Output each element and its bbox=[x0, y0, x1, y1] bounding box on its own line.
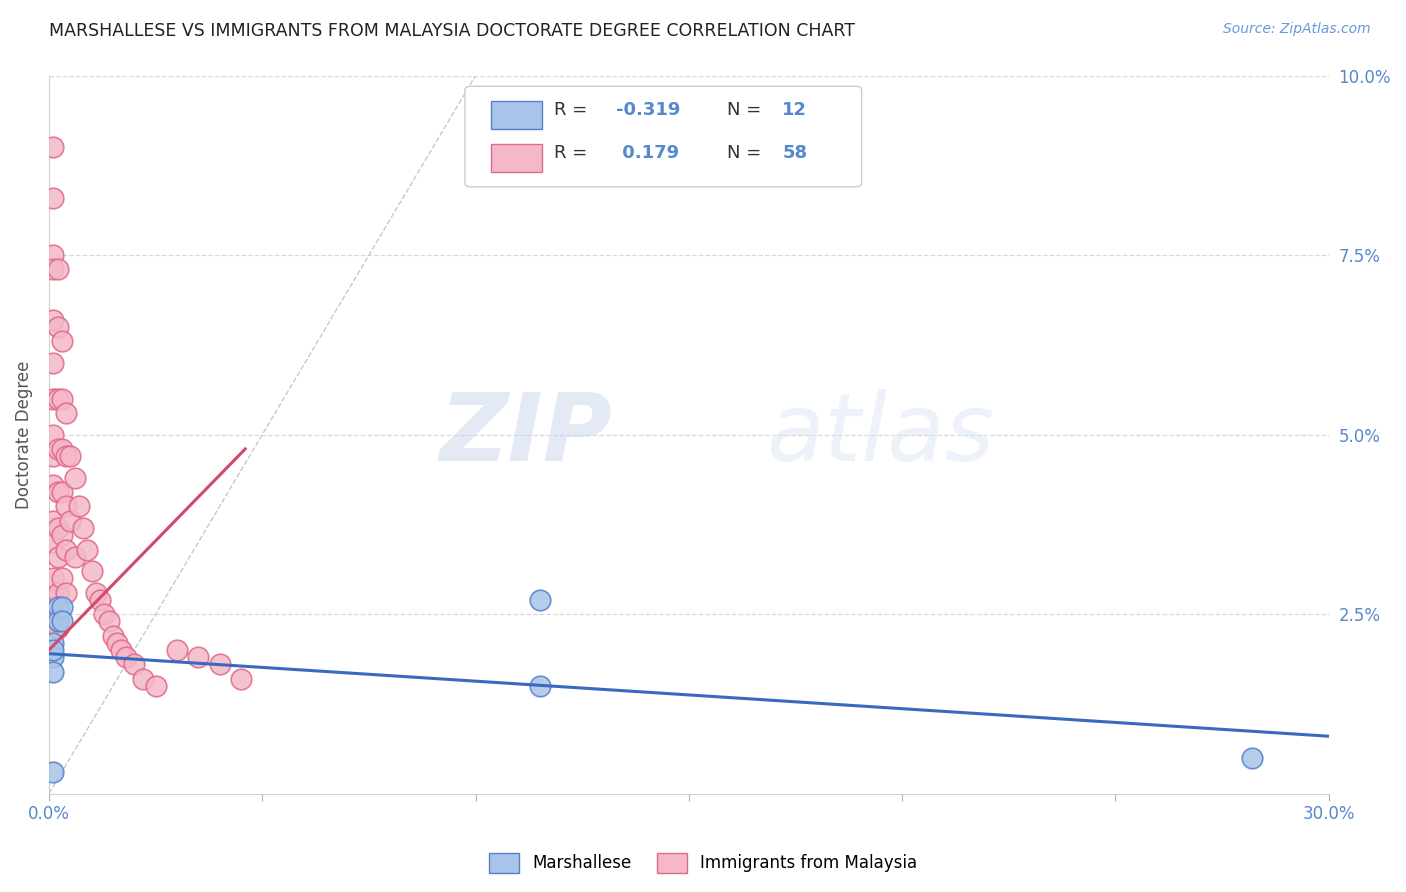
Point bbox=[46, 442, 69, 456]
Point bbox=[51, 392, 73, 406]
Point bbox=[101, 629, 124, 643]
Point bbox=[55, 406, 77, 420]
Text: atlas: atlas bbox=[766, 389, 994, 480]
Point bbox=[42, 262, 65, 277]
Point bbox=[46, 622, 69, 636]
Text: 12: 12 bbox=[782, 101, 807, 119]
Point bbox=[46, 262, 69, 277]
Point bbox=[42, 427, 65, 442]
Point bbox=[51, 334, 73, 349]
Point bbox=[51, 599, 73, 614]
Legend: Marshallese, Immigrants from Malaysia: Marshallese, Immigrants from Malaysia bbox=[482, 847, 924, 880]
Point bbox=[166, 643, 188, 657]
Point bbox=[51, 528, 73, 542]
Point bbox=[59, 449, 82, 463]
Point bbox=[187, 650, 209, 665]
Point bbox=[46, 521, 69, 535]
Point bbox=[46, 615, 69, 629]
Point bbox=[42, 592, 65, 607]
Point bbox=[42, 248, 65, 262]
Point bbox=[51, 442, 73, 456]
Point bbox=[51, 485, 73, 500]
Point bbox=[46, 485, 69, 500]
Point bbox=[55, 500, 77, 514]
Point bbox=[46, 392, 69, 406]
Point bbox=[42, 765, 65, 780]
Point bbox=[59, 514, 82, 528]
Bar bbox=[491, 144, 541, 172]
Point bbox=[105, 636, 128, 650]
Text: -0.319: -0.319 bbox=[616, 101, 681, 119]
Text: ZIP: ZIP bbox=[439, 389, 612, 481]
Point bbox=[67, 500, 90, 514]
Point bbox=[84, 585, 107, 599]
Point bbox=[55, 449, 77, 463]
Text: R =: R = bbox=[554, 145, 593, 162]
Point bbox=[42, 392, 65, 406]
Point bbox=[80, 564, 103, 578]
Point bbox=[124, 657, 146, 672]
Point bbox=[42, 514, 65, 528]
Point bbox=[42, 312, 65, 326]
Point bbox=[51, 571, 73, 585]
Point bbox=[42, 643, 65, 657]
Point bbox=[42, 356, 65, 370]
Point bbox=[46, 319, 69, 334]
Point bbox=[145, 679, 167, 693]
Point bbox=[208, 657, 231, 672]
Point bbox=[42, 571, 65, 585]
Point bbox=[46, 549, 69, 564]
Point bbox=[229, 672, 252, 686]
Text: 0.179: 0.179 bbox=[616, 145, 679, 162]
Point bbox=[46, 585, 69, 599]
Point bbox=[42, 478, 65, 492]
Y-axis label: Doctorate Degree: Doctorate Degree bbox=[15, 360, 32, 508]
Point bbox=[42, 650, 65, 665]
Point bbox=[42, 449, 65, 463]
Text: N =: N = bbox=[727, 145, 768, 162]
Point bbox=[55, 585, 77, 599]
Point bbox=[42, 535, 65, 549]
Text: MARSHALLESE VS IMMIGRANTS FROM MALAYSIA DOCTORATE DEGREE CORRELATION CHART: MARSHALLESE VS IMMIGRANTS FROM MALAYSIA … bbox=[49, 22, 855, 40]
Point bbox=[42, 636, 65, 650]
Bar bbox=[491, 101, 541, 129]
Point bbox=[529, 679, 551, 693]
Point bbox=[89, 592, 111, 607]
Point bbox=[97, 615, 120, 629]
Point bbox=[42, 191, 65, 205]
Point bbox=[529, 592, 551, 607]
Point bbox=[132, 672, 155, 686]
Point bbox=[63, 549, 86, 564]
Point bbox=[42, 140, 65, 154]
Point bbox=[114, 650, 136, 665]
Point bbox=[72, 521, 94, 535]
Point bbox=[63, 471, 86, 485]
Text: N =: N = bbox=[727, 101, 768, 119]
Point bbox=[110, 643, 132, 657]
Point bbox=[76, 542, 98, 557]
Point bbox=[55, 542, 77, 557]
Text: R =: R = bbox=[554, 101, 593, 119]
Text: Source: ZipAtlas.com: Source: ZipAtlas.com bbox=[1223, 22, 1371, 37]
Text: 58: 58 bbox=[782, 145, 807, 162]
Point bbox=[51, 615, 73, 629]
Point bbox=[42, 665, 65, 679]
Point bbox=[93, 607, 115, 621]
Point bbox=[1240, 751, 1263, 765]
Point bbox=[46, 599, 69, 614]
FancyBboxPatch shape bbox=[465, 87, 862, 186]
Point bbox=[42, 615, 65, 629]
